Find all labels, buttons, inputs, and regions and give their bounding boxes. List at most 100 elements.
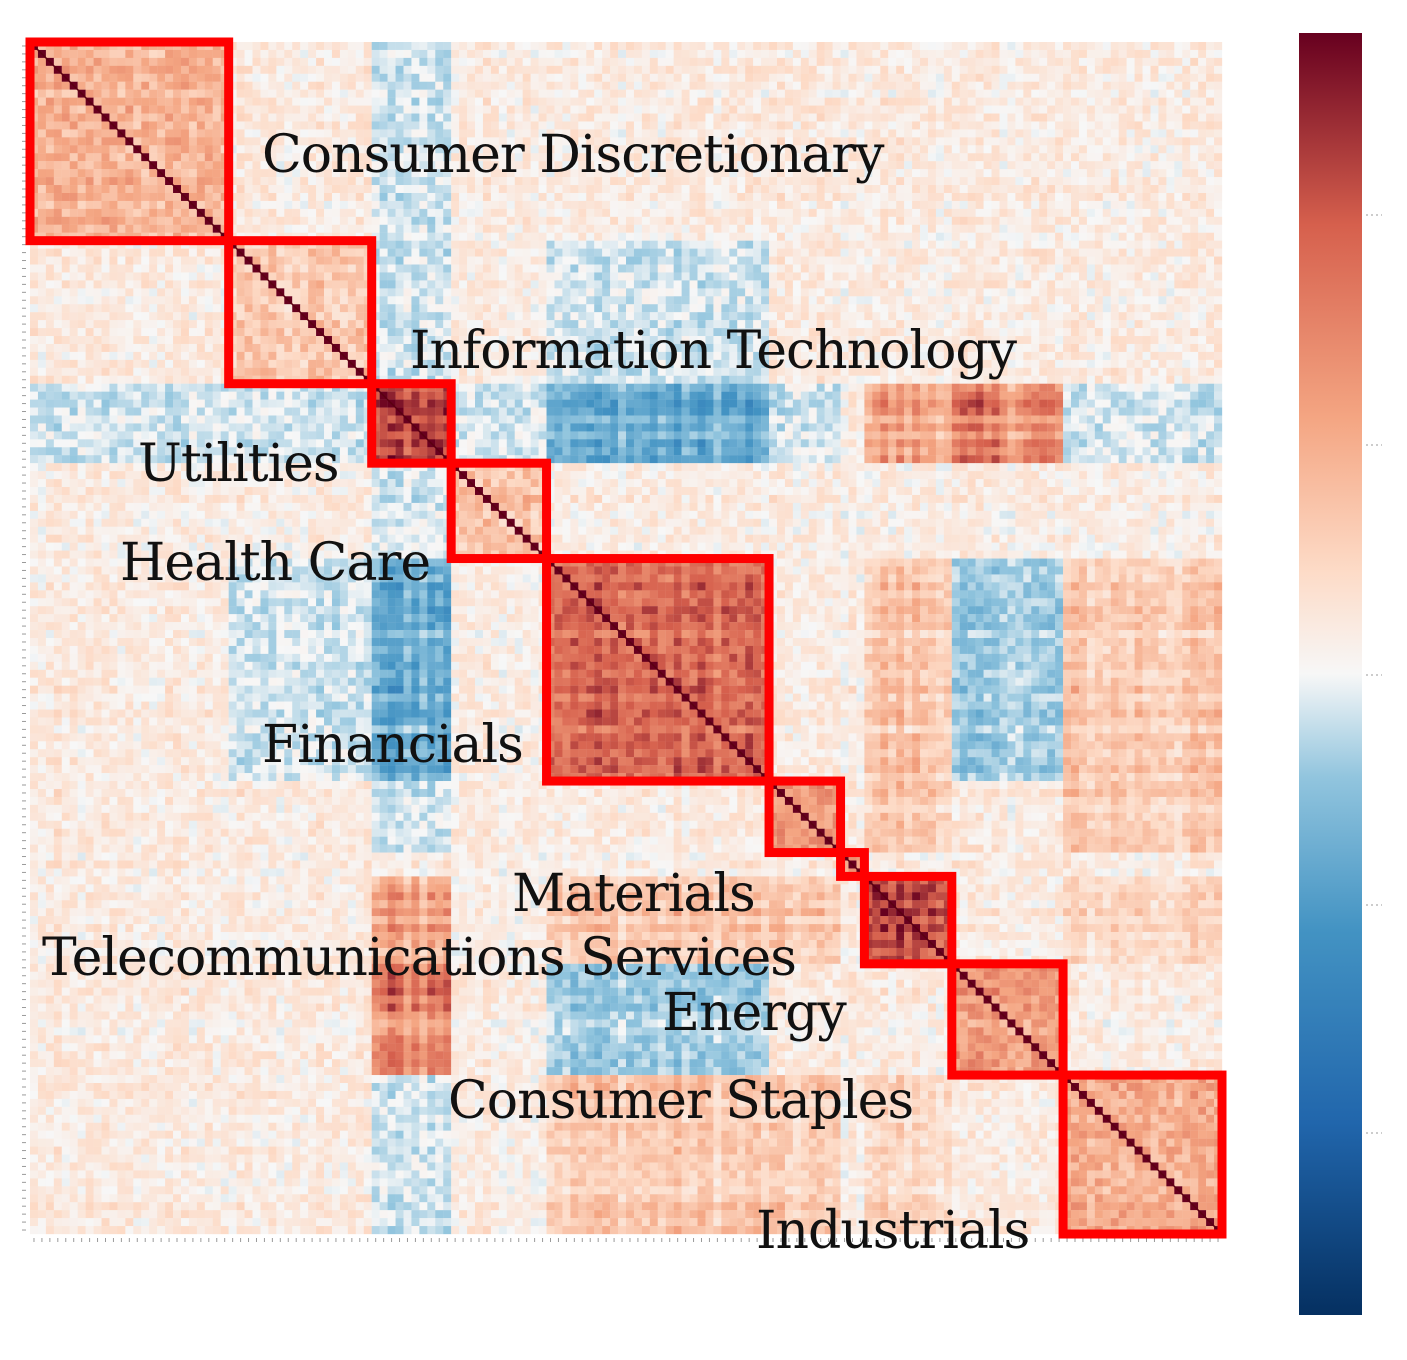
heatmap-cell (769, 264, 778, 273)
heatmap-cell (165, 169, 174, 178)
heatmap-cell (133, 177, 142, 186)
heatmap-cell (1118, 113, 1127, 122)
heatmap-cell (1214, 145, 1223, 154)
heatmap-cell (300, 161, 309, 170)
heatmap-cell (419, 42, 428, 51)
heatmap-cell (355, 288, 364, 297)
heatmap-cell (316, 153, 325, 162)
heatmap-cell (927, 240, 937, 249)
heatmap-cell (387, 145, 396, 154)
heatmap-cell (602, 97, 611, 106)
heatmap-cell (824, 200, 833, 210)
heatmap-cell (713, 129, 722, 138)
heatmap-cell (983, 208, 992, 217)
heatmap-cell (1015, 192, 1024, 202)
heatmap-cell (594, 73, 603, 82)
heatmap-cell (1031, 161, 1040, 170)
heatmap-cell (665, 240, 674, 249)
heatmap-cell (300, 97, 309, 106)
heatmap-cell (101, 224, 110, 233)
heatmap-cell (1031, 137, 1040, 146)
heatmap-cell (475, 216, 484, 225)
heatmap-cell (1182, 192, 1191, 202)
heatmap-cell (943, 232, 952, 241)
heatmap-cell (1182, 240, 1191, 249)
heatmap-cell (467, 216, 476, 225)
heatmap-cell (459, 256, 468, 265)
heatmap-cell (85, 105, 94, 114)
heatmap-cell (1086, 248, 1096, 257)
heatmap-cell (951, 224, 960, 233)
heatmap-cell (983, 161, 992, 170)
heatmap-cell (649, 57, 658, 66)
heatmap-cell (657, 296, 666, 305)
heatmap-cell (1086, 177, 1096, 186)
heatmap-cell (1094, 248, 1103, 257)
heatmap-cell (1023, 65, 1032, 74)
heatmap-cell (808, 97, 817, 106)
heatmap-cell (681, 169, 690, 178)
heatmap-cell (1031, 224, 1040, 233)
heatmap-cell (331, 57, 341, 66)
heatmap-cell (1023, 137, 1032, 146)
heatmap-cell (816, 97, 825, 106)
heatmap-cell (816, 216, 825, 225)
heatmap-cell (212, 185, 221, 194)
heatmap-cell (657, 81, 666, 90)
heatmap-cell (395, 81, 404, 90)
heatmap-cell (1063, 216, 1072, 225)
heatmap-cell (276, 153, 285, 162)
heatmap-cell (1134, 81, 1143, 90)
heatmap-cell (554, 49, 563, 59)
heatmap-cell (927, 272, 937, 281)
heatmap-cell (1198, 89, 1207, 98)
heatmap-cell (991, 153, 1000, 162)
heatmap-cell (800, 177, 809, 186)
heatmap-cell (1166, 145, 1175, 154)
heatmap-cell (665, 192, 674, 202)
heatmap-cell (1134, 169, 1143, 178)
heatmap-cell (1142, 105, 1151, 114)
heatmap-cell (482, 161, 492, 170)
heatmap-cell (268, 304, 277, 313)
heatmap-cell (570, 169, 579, 178)
heatmap-cell (641, 169, 650, 178)
heatmap-cell (435, 49, 444, 59)
heatmap-cell (292, 224, 301, 233)
heatmap-cell (761, 73, 770, 82)
heatmap-cell (912, 42, 921, 51)
heatmap-cell (848, 137, 857, 146)
heatmap-cell (77, 137, 86, 146)
heatmap-cell (387, 296, 396, 305)
heatmap-cell (784, 97, 794, 106)
heatmap-cell (300, 192, 309, 202)
heatmap-cell (1023, 105, 1032, 114)
heatmap-cell (991, 232, 1000, 241)
heatmap-cell (236, 42, 245, 51)
heatmap-cell (165, 57, 174, 66)
heatmap-cell (260, 42, 269, 51)
heatmap-cell (61, 145, 70, 154)
heatmap-cell (1118, 280, 1127, 289)
heatmap-cell (959, 137, 968, 146)
heatmap-cell (1198, 185, 1207, 194)
heatmap-cell (1126, 216, 1135, 225)
heatmap-cell (363, 145, 372, 154)
heatmap-cell (347, 73, 356, 82)
heatmap-cell (1071, 185, 1080, 194)
heatmap-cell (1142, 49, 1151, 59)
heatmap-cell (713, 264, 722, 273)
heatmap-cell (1047, 129, 1056, 138)
heatmap-cell (109, 224, 118, 233)
heatmap-cell (339, 224, 349, 233)
heatmap-cell (792, 73, 801, 82)
heatmap-cell (784, 153, 794, 162)
heatmap-cell (395, 288, 404, 297)
heatmap-cell (1166, 161, 1175, 170)
heatmap-cell (260, 129, 269, 138)
heatmap-cell (800, 161, 809, 170)
heatmap-cell (665, 137, 674, 146)
heatmap-cell (618, 169, 627, 178)
heatmap-cell (530, 57, 539, 66)
heatmap-cell (649, 137, 658, 146)
